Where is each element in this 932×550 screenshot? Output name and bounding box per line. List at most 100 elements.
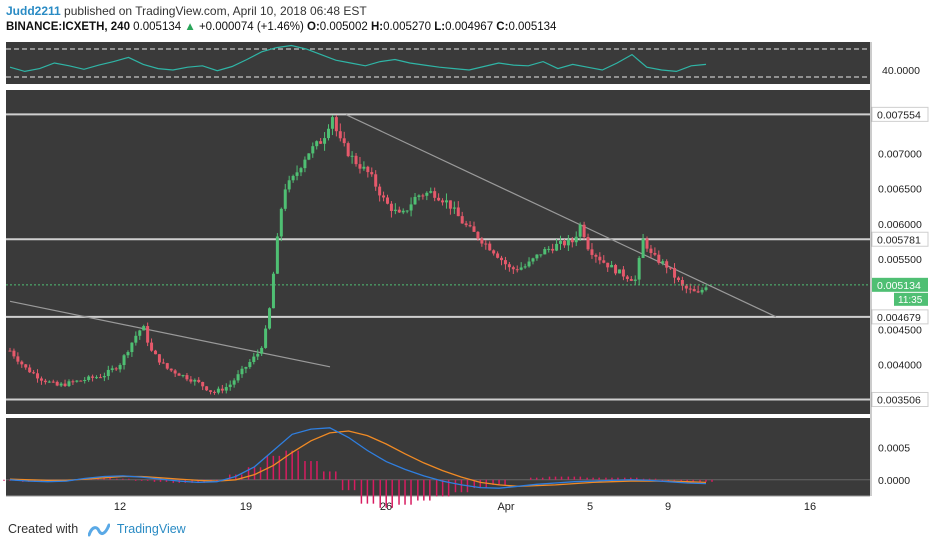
candle-body (665, 261, 669, 268)
candle-body (315, 141, 319, 147)
high-value: 0.005270 (383, 21, 432, 33)
candle-body (496, 253, 500, 258)
candle-body (256, 353, 260, 357)
candle-body (138, 330, 142, 336)
close-label: C: (496, 21, 509, 33)
candle-body (79, 380, 83, 382)
candle-body (382, 195, 386, 198)
candle-body (24, 364, 28, 368)
candle-body (268, 308, 272, 329)
candle-body (448, 200, 452, 209)
candle-body (36, 373, 40, 379)
level-label: 0.005781 (877, 234, 921, 246)
candle-body (28, 367, 32, 373)
candle-body (185, 375, 189, 380)
candle-body (205, 386, 209, 391)
candle-body (279, 208, 283, 237)
candle-body (212, 391, 216, 393)
candle-body (153, 350, 157, 355)
candle-body (334, 117, 338, 132)
candle-body (71, 381, 75, 383)
candle-body (389, 203, 393, 211)
chart-canvas[interactable]: 121926Apr59160.0070000.0065000.0060000.0… (0, 38, 932, 518)
candle-body (452, 207, 456, 209)
candle-body (673, 268, 677, 278)
candle-body (161, 362, 165, 364)
current-price-label: 0.005134 (877, 280, 921, 292)
candle-body (621, 269, 625, 277)
candle-body (610, 264, 614, 268)
trendline[interactable] (9, 300, 331, 368)
candle-body (531, 258, 535, 262)
rsi-line (9, 44, 707, 73)
candle-body (287, 180, 291, 190)
price-pane[interactable] (6, 90, 870, 414)
publish-line: Judd2211 published on TradingView.com, A… (6, 4, 367, 18)
candle-body (51, 381, 55, 383)
candle-body (216, 388, 220, 393)
candle-body (118, 365, 122, 370)
candle-body (413, 196, 417, 205)
candle-body (488, 243, 492, 251)
candle-body (224, 387, 228, 391)
candle-body (645, 238, 649, 249)
candle-body (220, 388, 224, 391)
candle-body (433, 191, 437, 198)
candle-body (55, 381, 59, 386)
candle-body (562, 240, 566, 246)
price-tick-label: 0.004000 (878, 360, 922, 372)
candle-body (566, 239, 570, 246)
candle-body (83, 379, 87, 381)
candle-body (209, 390, 213, 392)
macd-tick-label: 0.0000 (878, 475, 910, 487)
candle-body (385, 197, 389, 204)
candle-body (397, 209, 401, 213)
trendline[interactable] (345, 114, 777, 318)
candle-body (165, 363, 169, 369)
candle-body (362, 166, 366, 169)
candle-body (669, 267, 673, 269)
candle-body (228, 384, 232, 388)
macd-line (9, 427, 707, 489)
candle-body (232, 380, 236, 385)
candle-body (366, 166, 370, 173)
candle-body (201, 381, 205, 387)
candle-body (582, 224, 586, 238)
rsi-pane[interactable] (6, 42, 870, 84)
macd-pane[interactable] (6, 418, 870, 496)
created-with-text: Created with (8, 522, 79, 536)
candle-body (177, 373, 181, 376)
author-name[interactable]: Judd2211 (6, 4, 61, 18)
candle-body (586, 237, 590, 250)
candle-body (425, 192, 429, 196)
candle-body (142, 326, 146, 331)
candle-body (32, 372, 36, 374)
level-label: 0.004679 (877, 312, 921, 324)
candle-body (39, 378, 43, 381)
candle-body (484, 243, 488, 245)
candle-body (330, 117, 334, 129)
candle-body (570, 239, 574, 243)
candle-body (641, 238, 645, 258)
close-value: 0.005134 (508, 21, 557, 33)
x-tick-label: 12 (114, 501, 126, 513)
candle-body (680, 280, 684, 286)
tradingview-brand[interactable]: TradingView (116, 522, 186, 536)
candle-body (594, 254, 598, 257)
candle-body (248, 362, 252, 368)
x-tick-label: 16 (804, 501, 816, 513)
chart-header: Judd2211 published on TradingView.com, A… (6, 2, 926, 38)
candle-body (429, 191, 433, 193)
candle-body (559, 240, 563, 244)
candle-body (98, 377, 102, 379)
candle-body (16, 356, 20, 362)
candle-body (657, 254, 661, 263)
candle-body (590, 249, 594, 255)
low-value: 0.004967 (445, 21, 494, 33)
candle-body (193, 379, 197, 382)
candle-body (271, 273, 275, 309)
candle-body (95, 377, 99, 379)
candle-body (472, 226, 476, 232)
candle-body (602, 260, 606, 263)
candle-body (614, 264, 618, 274)
